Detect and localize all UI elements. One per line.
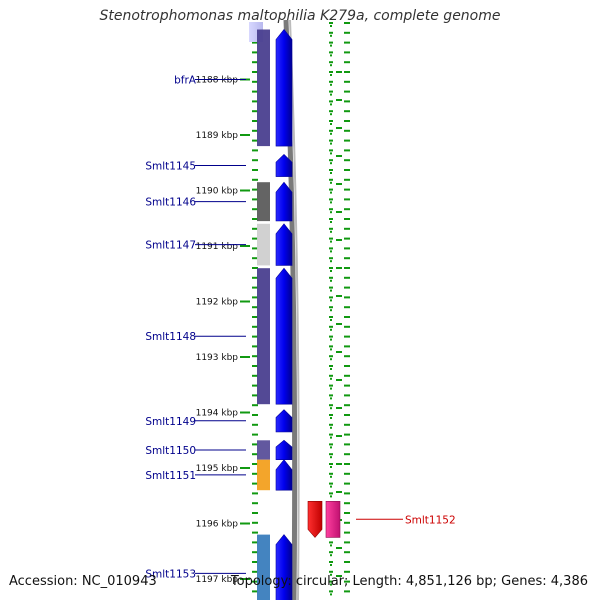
cds-arrow-Smlt1152[interactable] (307, 500, 323, 538)
feature-label-Smlt1151[interactable]: Smlt1151 (145, 470, 196, 482)
feature-label-Smlt1146[interactable]: Smlt1146 (145, 197, 196, 209)
feature-label-Smlt1145[interactable]: Smlt1145 (145, 161, 196, 173)
axis-tick-label: 1191 kbp (196, 242, 239, 252)
cds-arrow-Smlt1149[interactable] (275, 409, 293, 433)
gc-segment-Smlt1151 (257, 459, 270, 491)
gc-segment-Smlt1148 (257, 268, 270, 405)
axis-tick-label: 1189 kbp (196, 131, 239, 141)
accession-text: Accession: NC_010943 (9, 574, 157, 589)
cds-arrow-Smlt1151[interactable] (275, 459, 293, 491)
gc-track-layer (249, 22, 270, 600)
axis-tick-label: 1197 kbp (196, 575, 239, 585)
gc-segment-Smlt1152 (325, 500, 341, 538)
cds-arrow-Smlt1145[interactable] (275, 153, 293, 177)
cds-arrow-Smlt1146[interactable] (275, 181, 293, 222)
axis-tick-label: 1195 kbp (196, 464, 239, 474)
summary-text: Topology: circular; Length: 4,851,126 bp… (230, 574, 588, 589)
axis-tick-label: 1196 kbp (196, 520, 239, 530)
feature-label-Smlt1153[interactable]: Smlt1153 (145, 568, 196, 580)
gc-segment-Smlt1153 (257, 534, 270, 600)
feature-label-Smlt1152[interactable]: Smlt1152 (405, 514, 456, 526)
feature-labels-layer: bfrA Smlt1145 Smlt1146 Smlt1147 Smlt1148 Smlt… (145, 75, 455, 581)
axis-tick-label: 1194 kbp (196, 409, 239, 419)
feature-label-bfrA[interactable]: bfrA (174, 75, 197, 87)
gc-segment-Smlt1150 (257, 440, 270, 460)
cds-arrow-Smlt1153[interactable] (275, 534, 293, 600)
feature-label-Smlt1147[interactable]: Smlt1147 (145, 240, 196, 252)
feature-label-Smlt1148[interactable]: Smlt1148 (145, 331, 196, 343)
cds-arrow-Smlt1150[interactable] (275, 439, 293, 461)
axis-tick-label: 1192 kbp (196, 298, 239, 308)
feature-label-Smlt1149[interactable]: Smlt1149 (145, 416, 196, 428)
cds-track-layer (275, 29, 341, 600)
backbone-inner-arc (289, 19, 300, 600)
gc-segment-Smlt1146 (257, 182, 270, 222)
cds-arrow-bfrA[interactable] (275, 29, 293, 147)
axis-tick-label: 1188 kbp (196, 76, 239, 86)
axis-tick-label: 1190 kbp (196, 187, 239, 197)
cds-arrow-Smlt1147[interactable] (275, 223, 293, 266)
feature-label-Smlt1150[interactable]: Smlt1150 (145, 445, 196, 457)
gc-segment-bfrA (257, 29, 270, 147)
cds-arrow-Smlt1148[interactable] (275, 267, 293, 405)
map-title: Stenotrophomonas maltophilia K279a, comp… (99, 8, 501, 24)
axis-tick-label: 1193 kbp (196, 353, 239, 363)
gc-segment-Smlt1147 (257, 223, 270, 266)
